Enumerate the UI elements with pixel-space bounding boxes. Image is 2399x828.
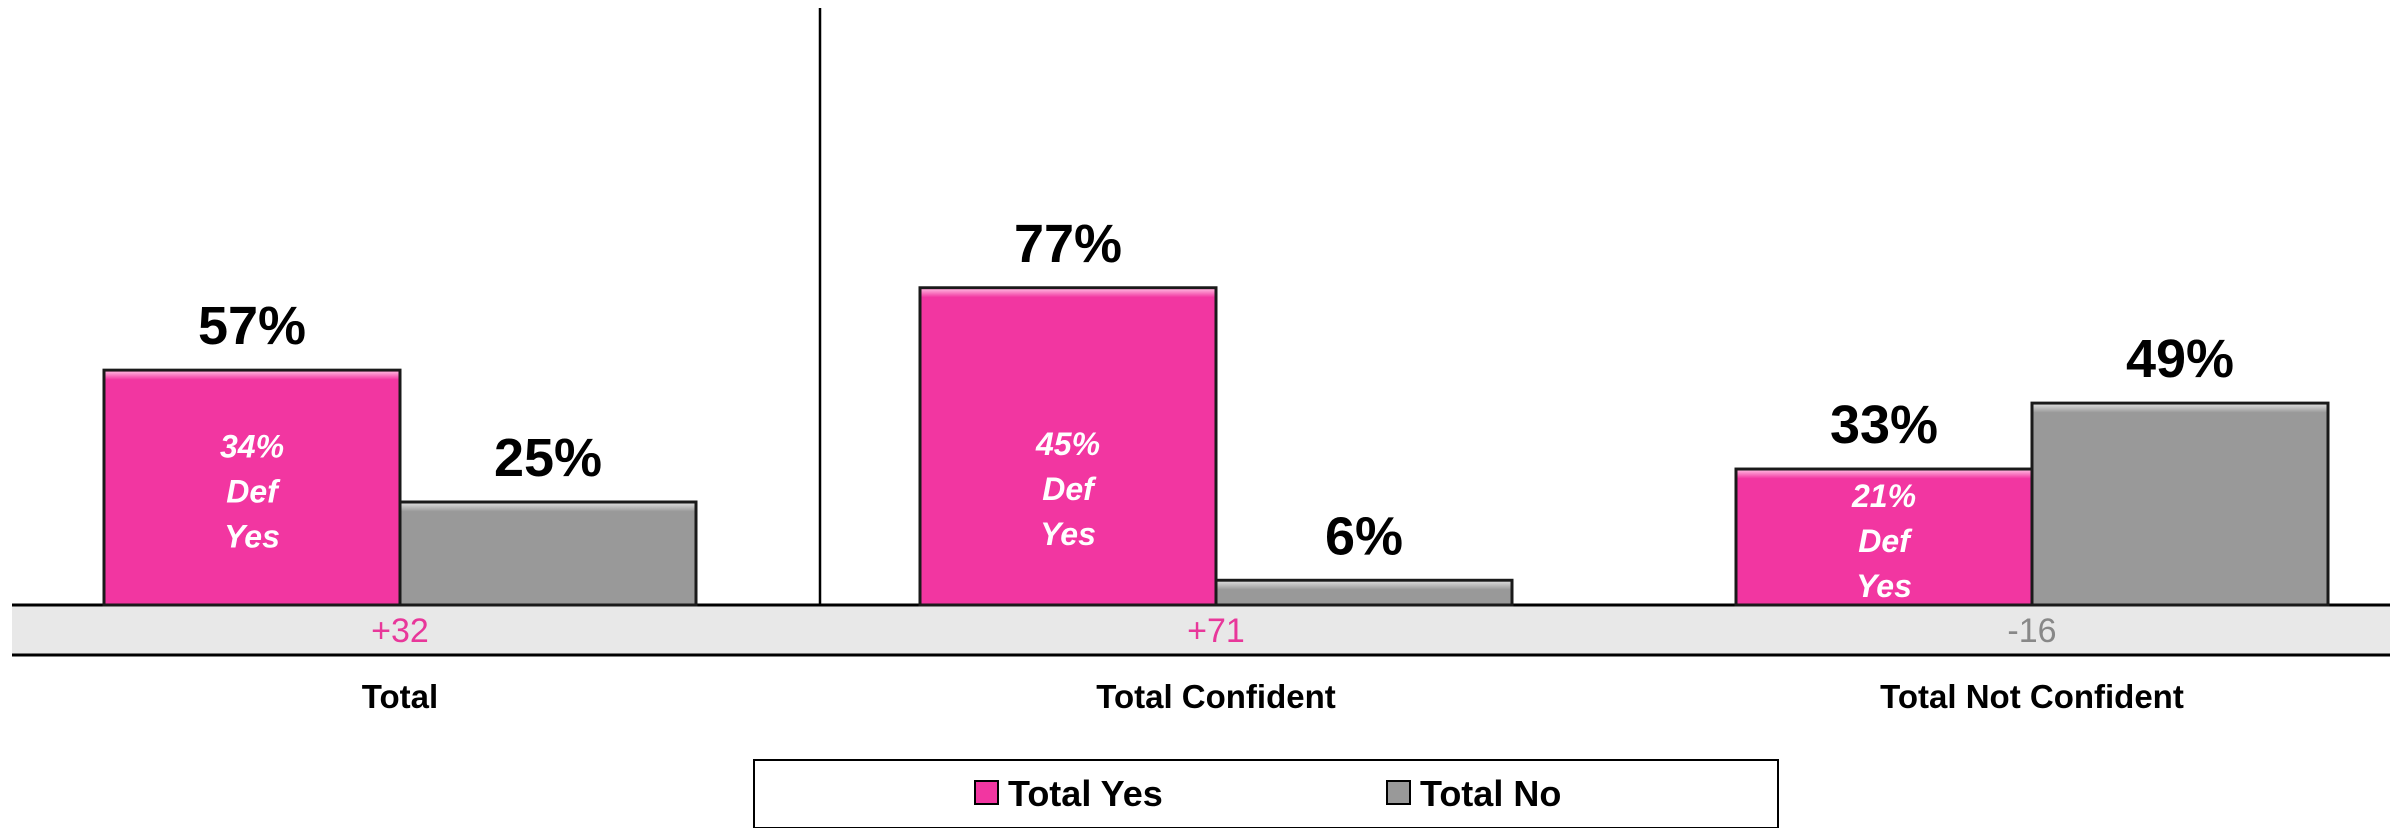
category-label-total-not-confident: Total Not Confident bbox=[1880, 678, 2184, 715]
category-label-total-confident: Total Confident bbox=[1096, 678, 1336, 715]
legend-box bbox=[753, 759, 1779, 828]
legend-label-total-yes: Total Yes bbox=[1008, 773, 1163, 814]
bar-total-yes-total-bevel bbox=[105, 371, 399, 380]
def-yes-label-total-line-3: Yes bbox=[224, 519, 280, 555]
bar-total-no-total bbox=[398, 500, 698, 607]
net-difference-band bbox=[12, 605, 2390, 655]
value-label-total-yes-total-confident: 77% bbox=[1014, 214, 1122, 274]
def-yes-label-total-confident-line-1: 45% bbox=[1035, 426, 1100, 462]
bar-total-yes-total-not-confident-bevel bbox=[1737, 470, 2031, 479]
bar-total-no-total-not-confident bbox=[2030, 401, 2330, 607]
def-yes-label-total-confident-line-2: Def bbox=[1042, 471, 1097, 507]
value-label-total-no-total-not-confident: 49% bbox=[2126, 329, 2234, 389]
bars-layer bbox=[102, 286, 2330, 607]
def-yes-label-total-line-1: 34% bbox=[220, 429, 284, 465]
def-yes-label-total-not-confident-line-3: Yes bbox=[1856, 568, 1912, 604]
net-diff-total: +32 bbox=[371, 612, 429, 650]
bar-total-yes-total bbox=[102, 368, 402, 607]
net-diff-total-confident: +71 bbox=[1187, 612, 1245, 650]
value-label-total-no-total: 25% bbox=[494, 428, 602, 488]
def-yes-label-total-not-confident-line-1: 21% bbox=[1851, 478, 1916, 514]
bar-total-yes-total-confident bbox=[918, 286, 1218, 607]
bar-total-no-total-bevel bbox=[401, 503, 695, 512]
bar-total-no-total-confident-bevel bbox=[1217, 581, 1511, 590]
value-label-total-no-total-confident: 6% bbox=[1325, 506, 1403, 566]
net-diff-total-not-confident: -16 bbox=[2007, 612, 2056, 650]
bar-total-yes-total-confident-bevel bbox=[921, 289, 1215, 298]
legend-swatch-total-yes bbox=[974, 780, 999, 805]
def-yes-label-total-confident-line-3: Yes bbox=[1040, 516, 1096, 552]
bar-total-yes-total-not-confident bbox=[1734, 467, 2034, 607]
legend-swatch-total-no bbox=[1386, 780, 1411, 805]
category-label-total: Total bbox=[362, 678, 438, 715]
bar-total-no-total-not-confident-bevel bbox=[2033, 404, 2327, 413]
labels-layer: 57% 25% 34% Def Yes +32 Total 77% 6% 45% Def Yes +71… bbox=[198, 214, 2234, 715]
def-yes-label-total-line-2: Def bbox=[226, 474, 281, 510]
legend-label-total-no: Total No bbox=[1420, 773, 1561, 814]
value-label-total-yes-total: 57% bbox=[198, 296, 306, 356]
def-yes-label-total-not-confident-line-2: Def bbox=[1858, 523, 1913, 559]
value-label-total-yes-total-not-confident: 33% bbox=[1830, 395, 1938, 455]
